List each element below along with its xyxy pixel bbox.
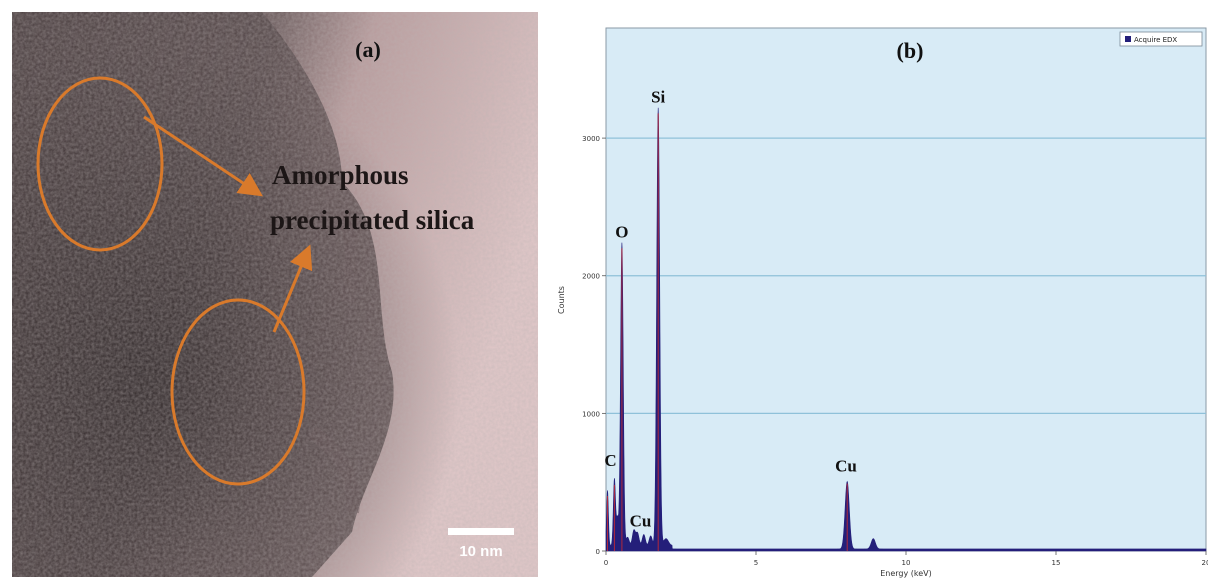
peak-label-cu: Cu (835, 456, 857, 475)
peak-label-cu: Cu (630, 511, 652, 530)
annotation-arrow-lower (272, 244, 313, 333)
legend-swatch (1125, 36, 1131, 42)
legend: Acquire EDX (1119, 31, 1203, 47)
x-tick-label: 0 (604, 559, 608, 567)
edx-spectrum-panel: 0 1000 2000 3000 0 5 10 15 20 Si O C Cu Cu (b) Acqui… (546, 10, 1210, 579)
x-tick-label: 20 (1202, 559, 1208, 567)
y-tick-label: 3000 (582, 135, 600, 143)
scale-bar (448, 528, 514, 535)
edx-chart: 0 1000 2000 3000 0 5 10 15 20 Si O C Cu Cu (b) Acqui… (557, 27, 1210, 578)
y-tick-label: 0 (596, 548, 600, 556)
annotation-text-line1: Amorphous (272, 160, 409, 190)
x-axis-label: Energy (keV) (880, 569, 932, 578)
scale-bar-label: 10 nm (459, 543, 502, 560)
y-tick-label: 2000 (582, 273, 600, 281)
peak-label-si: Si (651, 88, 665, 107)
panel-a-label: (a) (355, 37, 381, 62)
legend-entry: Acquire EDX (1134, 36, 1177, 44)
x-tick-label: 5 (754, 559, 758, 567)
y-axis-label: Counts (557, 286, 566, 314)
annotation-arrow-upper (143, 115, 263, 197)
tem-image: (a) Amorphous precipitated silica 10 nm (12, 12, 538, 577)
annotation-circle-upper (36, 76, 164, 252)
panel-b-label: (b) (897, 38, 924, 63)
tem-micrograph-panel: (a) Amorphous precipitated silica 10 nm (12, 12, 538, 577)
peak-label-o: O (615, 222, 628, 241)
y-tick-label: 1000 (582, 410, 600, 418)
annotation-circle-lower (170, 298, 306, 486)
peak-label-c: C (604, 451, 616, 470)
legend-box (1119, 31, 1203, 47)
x-tick-label: 15 (1052, 559, 1061, 567)
annotation-text-line2: precipitated silica (270, 205, 475, 235)
spectrum-area (605, 107, 1207, 552)
plot-area (605, 27, 1207, 552)
x-tick-label: 10 (902, 559, 911, 567)
